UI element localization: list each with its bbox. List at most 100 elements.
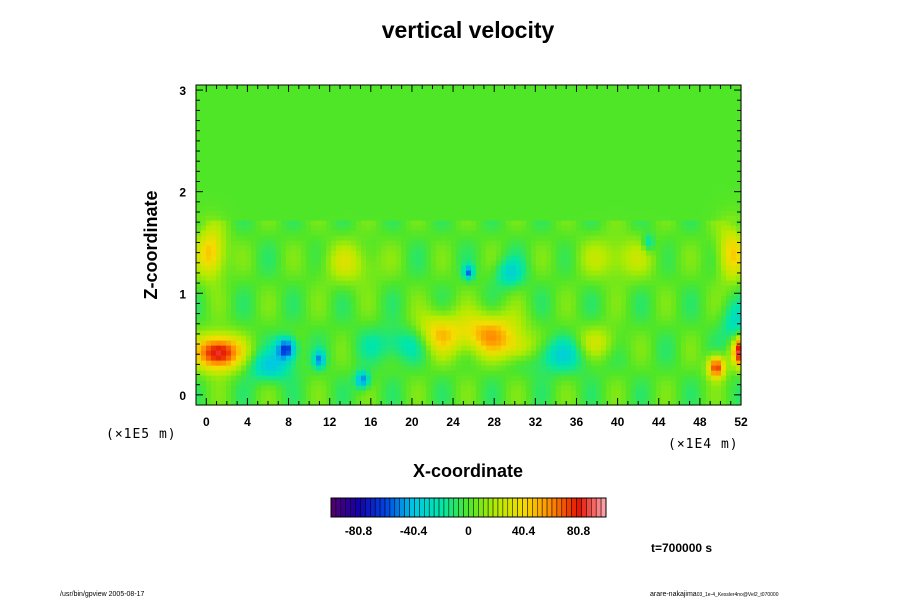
heatmap-cell bbox=[311, 375, 317, 381]
heatmap-cell bbox=[266, 230, 272, 236]
heatmap-cell bbox=[216, 395, 222, 401]
heatmap-cell bbox=[636, 365, 642, 371]
heatmap-cell bbox=[306, 280, 312, 286]
heatmap-cell bbox=[606, 370, 612, 376]
heatmap-cell bbox=[691, 195, 697, 201]
heatmap-cell bbox=[656, 250, 662, 256]
heatmap-cell bbox=[506, 330, 512, 336]
heatmap-cell bbox=[231, 185, 237, 191]
heatmap-cell bbox=[481, 265, 487, 271]
heatmap-cell bbox=[326, 225, 332, 231]
heatmap-cell bbox=[541, 205, 547, 211]
heatmap-cell bbox=[586, 290, 592, 296]
heatmap-cell bbox=[341, 390, 347, 396]
heatmap-cell bbox=[396, 290, 402, 296]
heatmap-cell bbox=[641, 275, 647, 281]
heatmap-cell bbox=[306, 175, 312, 181]
heatmap-cell bbox=[541, 280, 547, 286]
heatmap-cell bbox=[236, 290, 242, 296]
heatmap-cell bbox=[346, 250, 352, 256]
heatmap-cell bbox=[646, 350, 652, 356]
heatmap-cell bbox=[526, 265, 532, 271]
heatmap-cell bbox=[281, 265, 287, 271]
heatmap-cell bbox=[626, 360, 632, 366]
heatmap-cell bbox=[391, 375, 397, 381]
heatmap-cell bbox=[701, 185, 707, 191]
heatmap-cell bbox=[631, 275, 637, 281]
heatmap-cell bbox=[566, 400, 572, 406]
heatmap-cell bbox=[236, 320, 242, 326]
heatmap-cell bbox=[556, 205, 562, 211]
heatmap-cell bbox=[351, 320, 357, 326]
heatmap-cell bbox=[601, 285, 607, 291]
heatmap-cell bbox=[276, 375, 282, 381]
heatmap-cell bbox=[566, 310, 572, 316]
heatmap-cell bbox=[361, 265, 367, 271]
heatmap-cell bbox=[211, 285, 217, 291]
heatmap-cell bbox=[586, 190, 592, 196]
heatmap-cell bbox=[486, 300, 492, 306]
heatmap-cell bbox=[406, 375, 412, 381]
heatmap-cell bbox=[591, 275, 597, 281]
heatmap-cell bbox=[626, 345, 632, 351]
heatmap-cell bbox=[226, 230, 232, 236]
heatmap-cell bbox=[396, 355, 402, 361]
heatmap-cell bbox=[496, 275, 502, 281]
heatmap-cell bbox=[266, 375, 272, 381]
heatmap-cell bbox=[556, 395, 562, 401]
heatmap-cell bbox=[386, 370, 392, 376]
heatmap-cell bbox=[216, 295, 222, 301]
heatmap-cell bbox=[236, 370, 242, 376]
heatmap-cell bbox=[736, 305, 742, 311]
heatmap-cell bbox=[596, 280, 602, 286]
heatmap-cell bbox=[636, 190, 642, 196]
heatmap-cell bbox=[251, 190, 257, 196]
heatmap-cell bbox=[621, 265, 627, 271]
heatmap-cell bbox=[511, 375, 517, 381]
heatmap-cell bbox=[486, 260, 492, 266]
heatmap-cell bbox=[531, 220, 537, 226]
heatmap-cell bbox=[251, 330, 257, 336]
heatmap-cell bbox=[571, 220, 577, 226]
heatmap-cell bbox=[286, 365, 292, 371]
heatmap-cell bbox=[226, 370, 232, 376]
heatmap-cell bbox=[431, 400, 437, 406]
heatmap-cell bbox=[446, 335, 452, 341]
heatmap-cell bbox=[321, 310, 327, 316]
heatmap-cell bbox=[446, 390, 452, 396]
heatmap-cell bbox=[571, 255, 577, 261]
heatmap-cell bbox=[421, 190, 427, 196]
heatmap-cell bbox=[206, 335, 212, 341]
heatmap-cell bbox=[431, 245, 437, 251]
heatmap-cell bbox=[321, 350, 327, 356]
heatmap-cell bbox=[366, 290, 372, 296]
heatmap-cell bbox=[276, 295, 282, 301]
heatmap-cell bbox=[331, 400, 337, 406]
heatmap-cell bbox=[391, 230, 397, 236]
heatmap-cell bbox=[586, 305, 592, 311]
heatmap-cell bbox=[446, 270, 452, 276]
heatmap-cell bbox=[651, 220, 657, 226]
heatmap-cell bbox=[616, 280, 622, 286]
heatmap-cell bbox=[251, 295, 257, 301]
heatmap-cell bbox=[536, 225, 542, 231]
heatmap-cell bbox=[211, 175, 217, 181]
heatmap-cell bbox=[556, 345, 562, 351]
heatmap-cell bbox=[501, 285, 507, 291]
heatmap-cell bbox=[631, 315, 637, 321]
heatmap-cell bbox=[411, 315, 417, 321]
heatmap-cell bbox=[316, 335, 322, 341]
heatmap-cell bbox=[231, 195, 237, 201]
heatmap-cell bbox=[626, 190, 632, 196]
heatmap-cell bbox=[316, 185, 322, 191]
heatmap-cell bbox=[571, 195, 577, 201]
heatmap-cell bbox=[706, 380, 712, 386]
heatmap-cell bbox=[336, 345, 342, 351]
heatmap-cell bbox=[586, 395, 592, 401]
heatmap-cell bbox=[556, 180, 562, 186]
heatmap-cell bbox=[446, 195, 452, 201]
heatmap-cell bbox=[361, 355, 367, 361]
heatmap-cell bbox=[421, 330, 427, 336]
heatmap-cell bbox=[571, 395, 577, 401]
heatmap-cell bbox=[286, 280, 292, 286]
